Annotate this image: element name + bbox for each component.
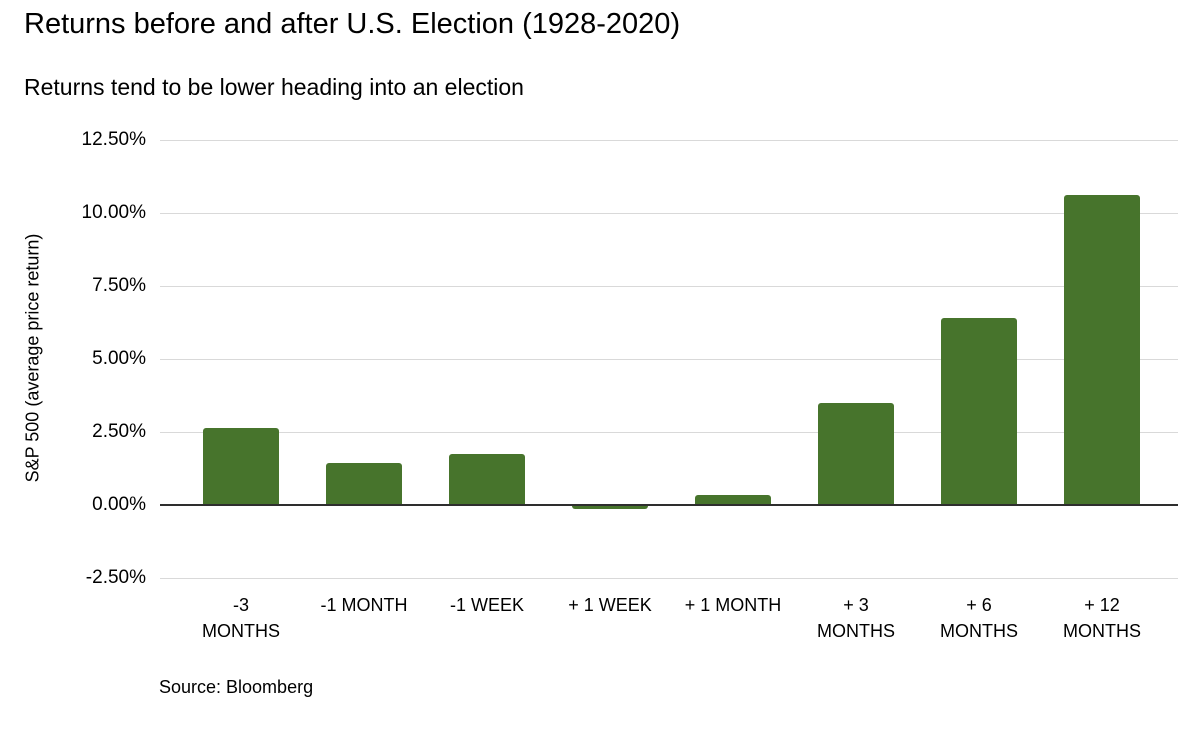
x-tick-label: -1 MONTH [320, 595, 408, 615]
bar [449, 453, 525, 505]
bar [1064, 195, 1140, 505]
y-tick-label: 12.50% [81, 129, 146, 150]
x-tick-label: + 3 MONTHS [817, 595, 895, 641]
gridline [160, 286, 1178, 287]
bar [941, 318, 1017, 505]
x-tick-label: + 12 MONTHS [1063, 595, 1141, 641]
bar [572, 505, 648, 510]
y-tick-label: 2.50% [92, 421, 146, 442]
x-tick-label: -1 WEEK [449, 595, 524, 615]
gridline [160, 359, 1178, 360]
y-tick-label: -2.50% [85, 567, 146, 588]
source-note: Source: Bloomberg [159, 677, 314, 697]
x-tick-label: -3 MONTHS [202, 595, 280, 641]
y-tick-label: 5.00% [92, 348, 146, 369]
x-tick-label: + 1 WEEK [568, 595, 652, 615]
x-tick-label: + 1 MONTH [684, 595, 782, 615]
gridline [160, 140, 1178, 141]
bar [818, 402, 894, 505]
bar [326, 462, 402, 505]
y-tick-label: 10.00% [81, 202, 146, 223]
chart-title: Returns before and after U.S. Election (… [24, 8, 681, 40]
bar [203, 427, 279, 505]
x-tick-label: + 6 MONTHS [940, 595, 1018, 641]
bar [695, 494, 771, 505]
y-tick-label: 0.00% [92, 494, 146, 515]
chart-subtitle: Returns tend to be lower heading into an… [24, 74, 524, 100]
y-tick-label: 7.50% [92, 275, 146, 296]
gridline [160, 213, 1178, 214]
gridline [160, 578, 1178, 579]
x-axis-zero-line [160, 504, 1178, 506]
gridline [160, 432, 1178, 433]
